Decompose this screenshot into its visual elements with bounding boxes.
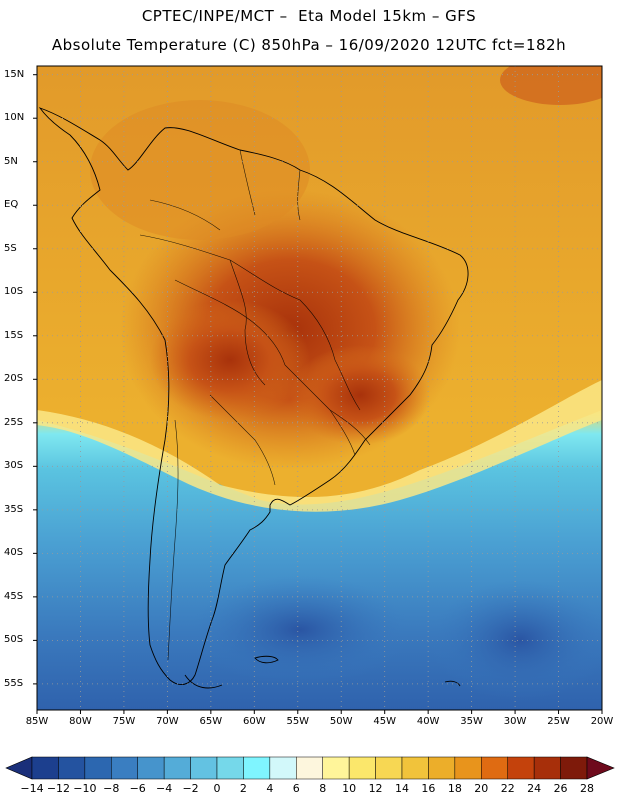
colorbar-swatch bbox=[190, 756, 218, 780]
latitude-label: 5N bbox=[4, 155, 18, 167]
colorbar-swatch bbox=[58, 756, 86, 780]
colorbar-label: 26 bbox=[553, 782, 568, 795]
graticule bbox=[36, 66, 603, 710]
country-borders bbox=[139, 149, 371, 661]
colorbar-swatch bbox=[269, 756, 297, 780]
colorbar-label: 28 bbox=[580, 782, 594, 795]
colorbar-label: −12 bbox=[46, 782, 71, 795]
colorbar-swatch bbox=[348, 756, 376, 780]
colorbar-swatch bbox=[401, 756, 429, 780]
colorbar-label: −8 bbox=[103, 782, 120, 795]
colorbar-swatch bbox=[428, 756, 456, 780]
colorbar-label: 20 bbox=[474, 782, 489, 795]
colorbar-label: −6 bbox=[129, 782, 146, 795]
colorbar-label: 24 bbox=[527, 782, 542, 795]
colorbar-label: 14 bbox=[395, 782, 409, 795]
longitude-label: 85W bbox=[25, 716, 49, 727]
colorbar-swatch bbox=[560, 756, 588, 780]
colorbar-label: 6 bbox=[292, 782, 300, 795]
colorbar-label: 18 bbox=[447, 782, 462, 795]
colorbar-swatch bbox=[322, 756, 350, 780]
colorbar-swatch bbox=[454, 756, 482, 780]
map-frame bbox=[36, 65, 603, 711]
colorbar-label: −4 bbox=[156, 782, 173, 795]
latitude-label: 40S bbox=[4, 547, 24, 559]
colorbar-swatch bbox=[31, 756, 59, 780]
longitude-label: 30W bbox=[503, 716, 527, 727]
colorbar-low-arrow bbox=[5, 756, 33, 780]
longitude-label: 45W bbox=[373, 716, 396, 727]
cold-core-east bbox=[430, 580, 602, 700]
colorbar-label: 0 bbox=[213, 782, 221, 795]
longitude-label: 60W bbox=[242, 716, 266, 727]
cold-core bbox=[190, 575, 410, 685]
latitude-label: 55S bbox=[4, 677, 24, 689]
heat-core-east bbox=[290, 345, 430, 445]
colorbar-label: −2 bbox=[182, 782, 199, 795]
longitude-label: 65W bbox=[199, 716, 223, 727]
axis-ticks bbox=[33, 74, 603, 714]
longitude-label: 75W bbox=[112, 716, 136, 727]
colorbar-high-arrow bbox=[586, 756, 615, 780]
colorbar-label: −14 bbox=[20, 782, 44, 795]
latitude-label: EQ bbox=[4, 199, 19, 211]
latitude-label: 5S bbox=[4, 242, 17, 254]
colorbar-label: 16 bbox=[421, 782, 436, 795]
latitude-label: 35S bbox=[4, 503, 24, 515]
longitude-label: 50W bbox=[329, 716, 353, 727]
map-title-line-2: Absolute Temperature (C) 850hPa – 16/09/… bbox=[51, 36, 567, 54]
colorbar-swatch bbox=[84, 756, 112, 780]
colorbar-swatch bbox=[296, 756, 323, 780]
colorbar-swatch bbox=[216, 756, 244, 780]
longitude-label: 25W bbox=[547, 716, 570, 727]
latitude-label: 50S bbox=[4, 634, 24, 646]
colorbar-label: 8 bbox=[319, 782, 327, 795]
colorbar-label: 12 bbox=[368, 782, 383, 795]
longitude-label: 80W bbox=[69, 716, 92, 727]
colorbar-label: 4 bbox=[266, 782, 274, 795]
map-title-line-1: CPTEC/INPE/MCT – Eta Model 15km – GFS bbox=[141, 7, 477, 25]
latitude-label: 30S bbox=[4, 460, 24, 472]
colorbar-swatch bbox=[137, 756, 165, 780]
longitude-label: 40W bbox=[416, 716, 440, 727]
latitude-label: 20S bbox=[4, 373, 24, 385]
colorbar-swatch bbox=[481, 756, 508, 780]
colorbar-label: −10 bbox=[73, 782, 97, 795]
colorbar-swatch bbox=[375, 756, 403, 780]
heat-north bbox=[90, 100, 310, 240]
coastlines bbox=[38, 107, 469, 689]
colorbar-swatch bbox=[243, 756, 271, 780]
longitude-label: 20W bbox=[590, 716, 614, 727]
longitude-label: 55W bbox=[286, 716, 310, 727]
colorbar-swatch bbox=[111, 756, 138, 780]
colorbar-label: 2 bbox=[239, 782, 247, 795]
latitude-label: 25S bbox=[4, 416, 24, 428]
colorbar-label: 22 bbox=[500, 782, 515, 795]
heat-core-west bbox=[150, 300, 310, 420]
colorbar-swatch bbox=[163, 756, 191, 780]
latitude-label: 10S bbox=[4, 286, 24, 298]
latitude-label: 45S bbox=[4, 590, 24, 602]
latitude-label: 15N bbox=[4, 68, 25, 80]
heat-atlantic bbox=[500, 66, 602, 105]
longitude-label: 70W bbox=[156, 716, 179, 727]
colorbar-swatch bbox=[507, 756, 535, 780]
latitude-label: 15S bbox=[4, 329, 24, 341]
latitude-label: 10N bbox=[4, 112, 25, 124]
colorbar-label: 10 bbox=[342, 782, 357, 795]
color-scale-bar bbox=[5, 756, 615, 780]
colorbar-swatch bbox=[533, 756, 561, 780]
longitude-label: 35W bbox=[460, 716, 483, 727]
